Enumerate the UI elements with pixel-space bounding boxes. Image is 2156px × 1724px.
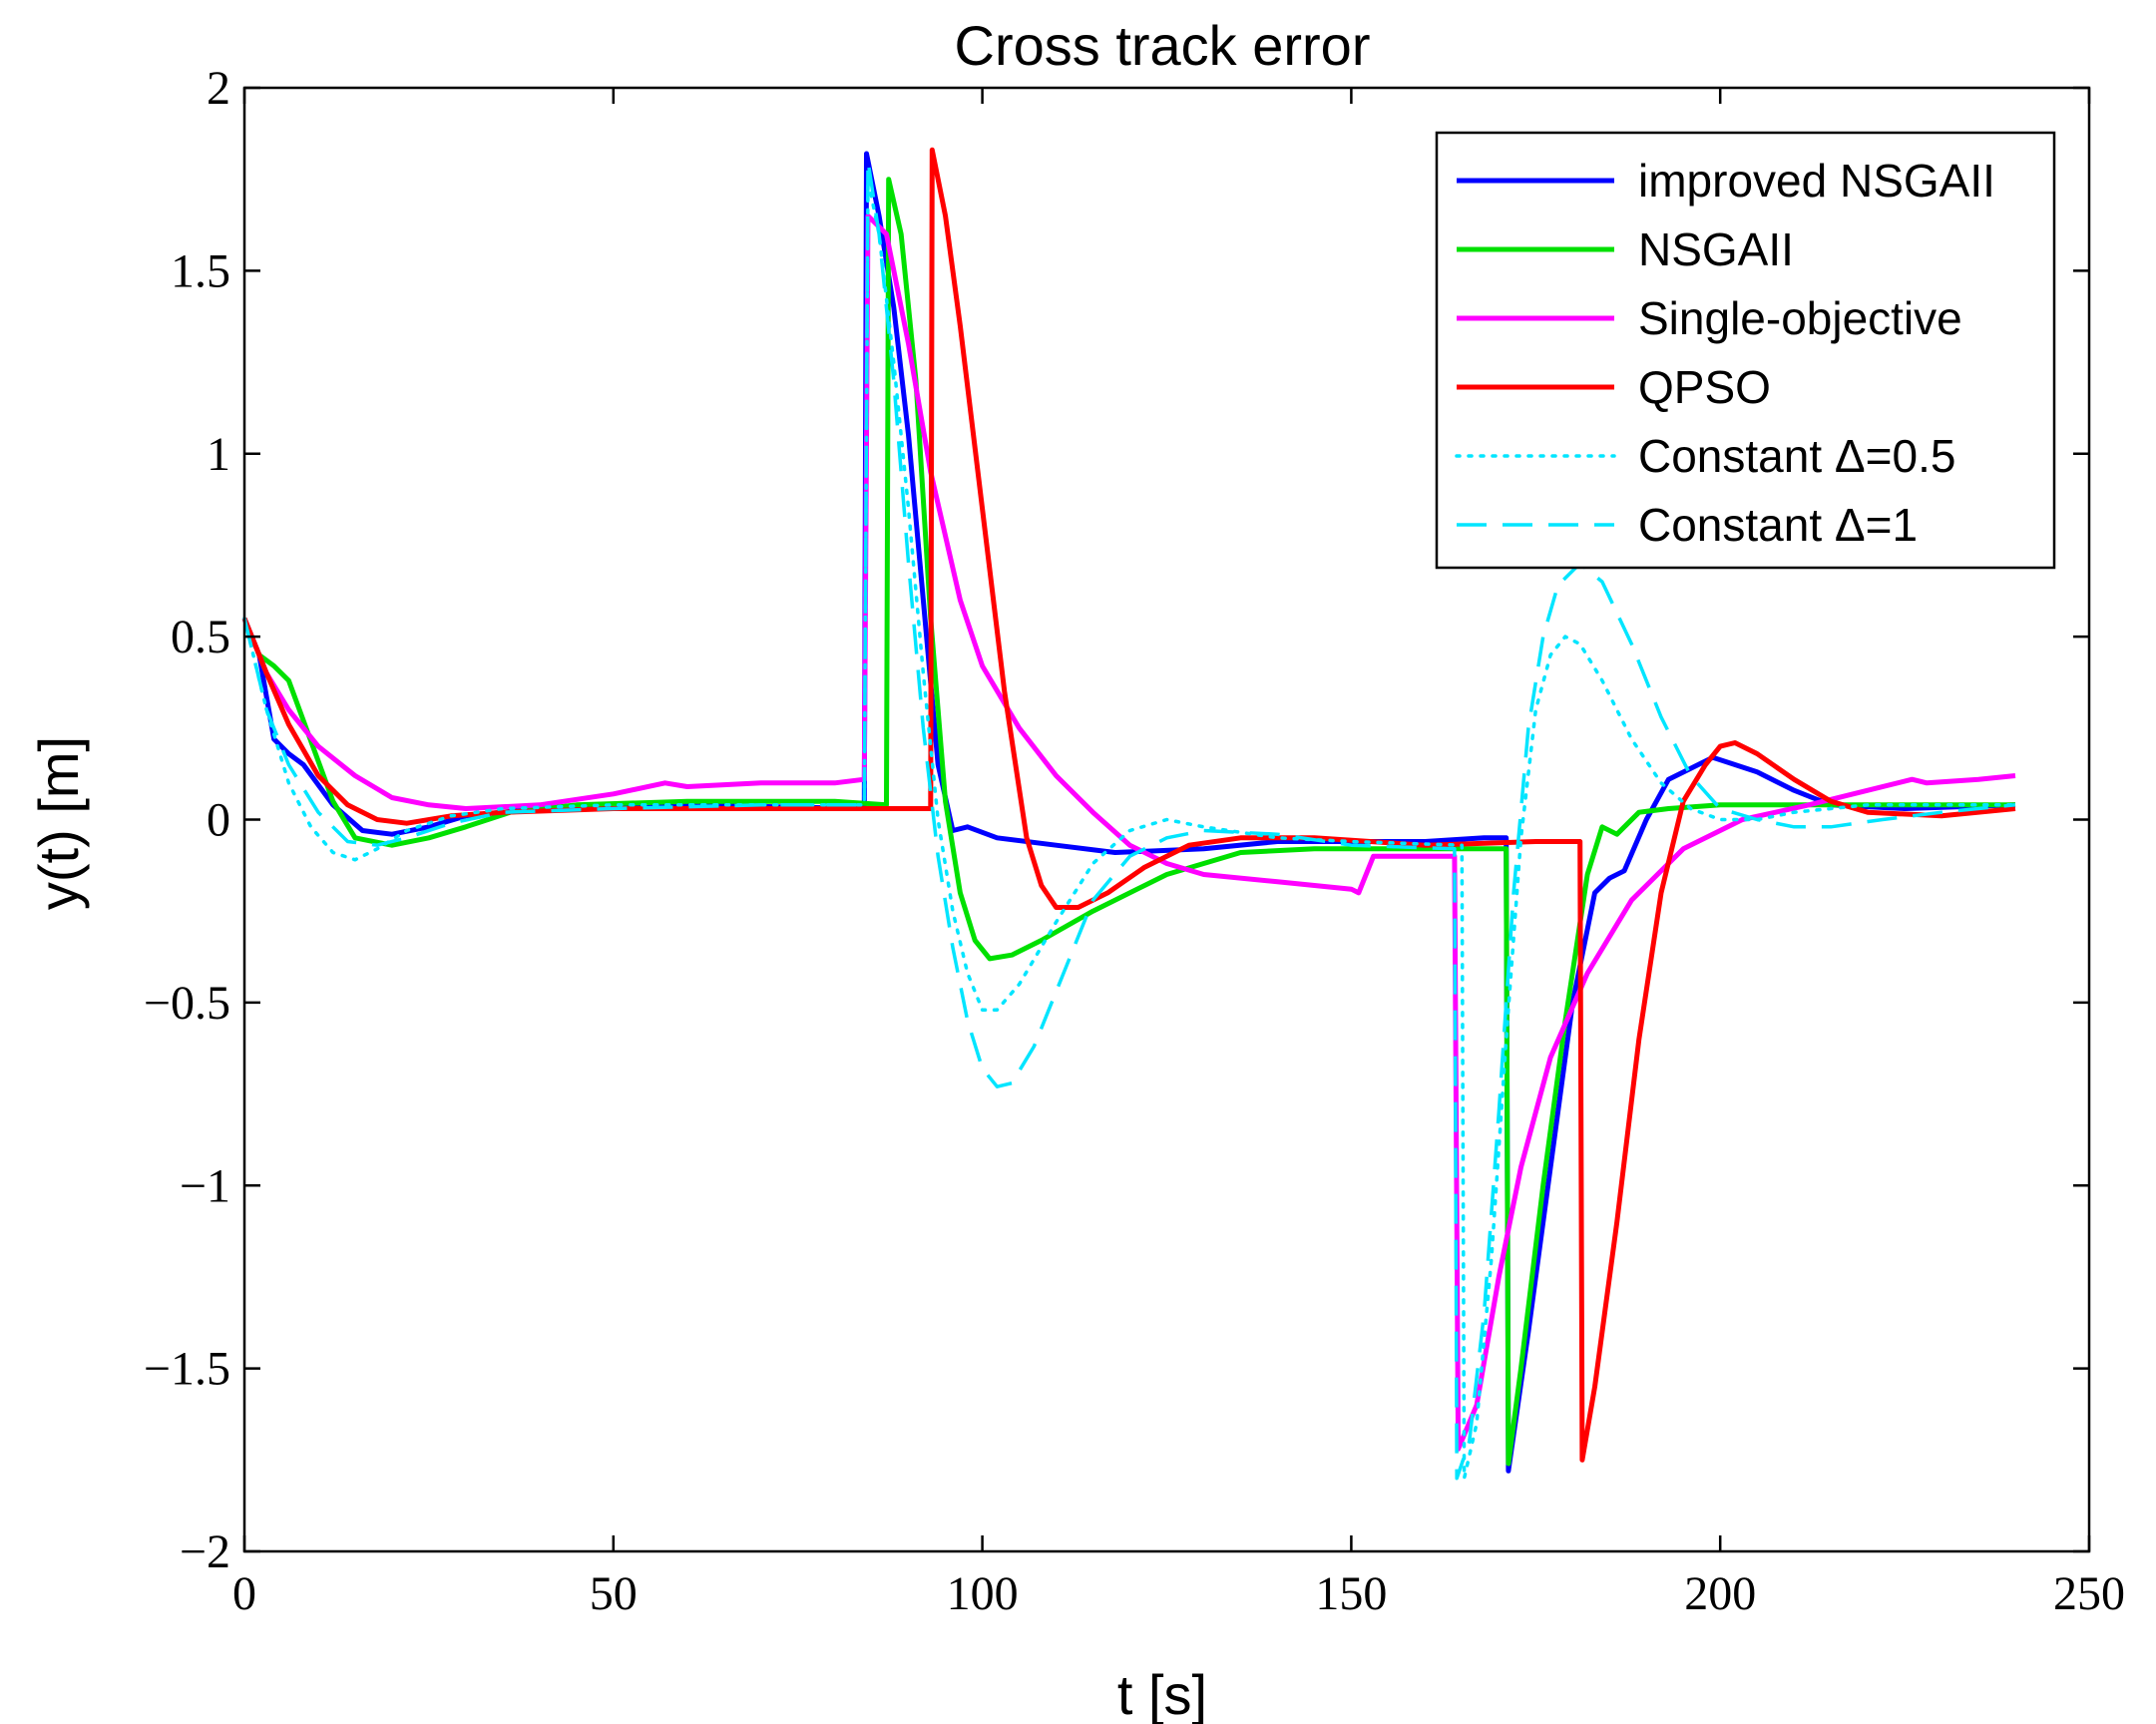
legend-label: Constant Δ=0.5 — [1638, 430, 1955, 482]
x-tick-label: 100 — [947, 1567, 1019, 1620]
legend: improved NSGAII NSGAII Single-objective QPS… — [1435, 131, 2056, 570]
y-tick-label: −2 — [180, 1525, 230, 1578]
series-line-5 — [242, 159, 2016, 1481]
legend-label: NSGAII — [1638, 223, 1794, 275]
series-line-2 — [241, 213, 2016, 1452]
y-tick-label: −1 — [180, 1159, 230, 1212]
x-tick-label: 250 — [2053, 1567, 2125, 1620]
y-tick-label: 1.5 — [171, 244, 230, 297]
legend-label: Single-objective — [1638, 292, 1962, 344]
series-line-4 — [242, 177, 2017, 1481]
x-tick-label: 0 — [232, 1567, 256, 1620]
series-line-1 — [241, 177, 2015, 1467]
plot-lines — [241, 147, 2017, 1481]
x-tick-label: 200 — [1684, 1567, 1756, 1620]
legend-label: improved NSGAII — [1638, 155, 1995, 207]
y-tick-label: −1.5 — [144, 1343, 230, 1396]
x-tick-label: 150 — [1315, 1567, 1387, 1620]
y-tick-label: 0.5 — [171, 611, 230, 663]
legend-box — [1435, 131, 2056, 570]
axis-ticks: 0 50 100 150 200 250 −2 −1.5 −1 −0.5 0 0.5 1 1.5 2 — [144, 62, 2125, 1620]
series-line-3 — [241, 147, 2016, 1463]
y-tick-label: 2 — [207, 62, 230, 115]
y-axis-label: y(t) [m] — [27, 736, 90, 910]
legend-label: QPSO — [1638, 361, 1771, 413]
y-tick-label: 1 — [207, 428, 230, 481]
chart-title: Cross track error — [955, 14, 1371, 77]
x-axis-label: t [s] — [1117, 1663, 1207, 1724]
y-tick-label: −0.5 — [144, 977, 230, 1030]
x-tick-label: 50 — [590, 1567, 638, 1620]
legend-label: Constant Δ=1 — [1638, 499, 1918, 551]
y-tick-label: 0 — [207, 794, 230, 847]
